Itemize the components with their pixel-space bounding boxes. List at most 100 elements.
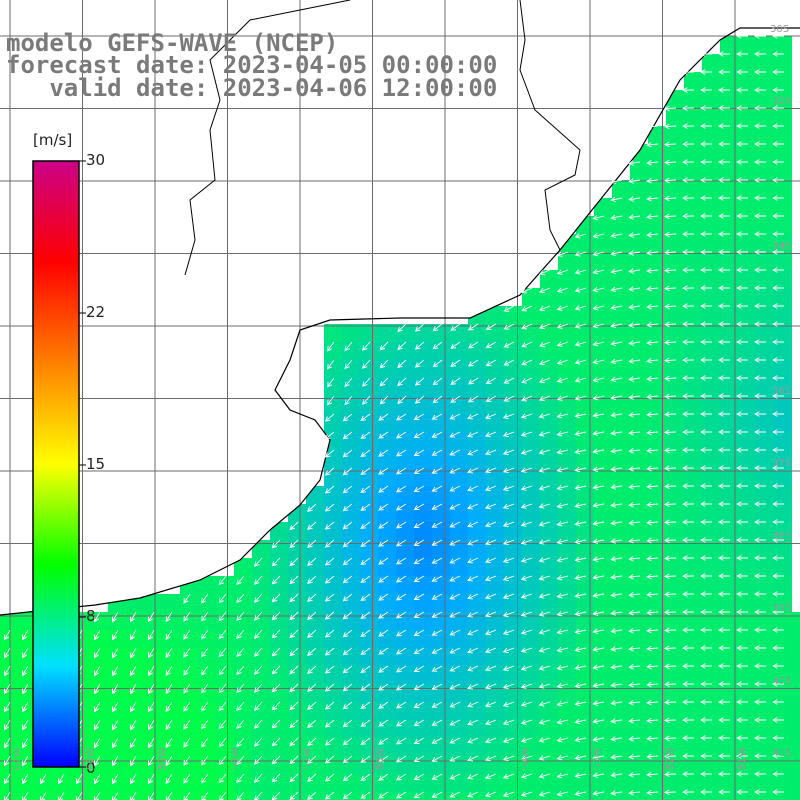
wind-cell xyxy=(756,342,774,360)
wind-cell xyxy=(0,702,18,720)
wind-arrow xyxy=(682,159,695,165)
wind-cell xyxy=(342,360,360,378)
wind-arrow xyxy=(378,431,389,439)
wind-arrow xyxy=(502,665,515,671)
wind-arrow xyxy=(736,555,748,561)
land-area xyxy=(0,0,800,615)
wind-arrow xyxy=(610,340,623,347)
wind-cell xyxy=(756,54,774,72)
wind-cell xyxy=(540,450,558,468)
wind-cell xyxy=(324,684,342,702)
wind-arrow xyxy=(520,665,533,671)
wind-cell xyxy=(468,666,486,684)
wind-cell xyxy=(144,648,162,666)
wind-arrow xyxy=(772,267,784,273)
wind-arrow xyxy=(520,701,533,707)
wind-arrow xyxy=(413,791,425,798)
wind-cell xyxy=(684,774,702,792)
wind-arrow xyxy=(395,737,407,745)
wind-cell xyxy=(684,180,702,198)
wind-arrow xyxy=(736,681,748,687)
wind-arrow xyxy=(289,683,299,693)
wind-cell xyxy=(558,594,576,612)
wind-cell xyxy=(720,450,738,468)
wind-cell xyxy=(612,288,630,306)
wind-arrow xyxy=(718,213,730,219)
wind-cell xyxy=(756,234,774,252)
wind-arrow xyxy=(289,773,299,783)
wind-cell xyxy=(468,414,486,432)
wind-arrow xyxy=(112,701,119,713)
wind-arrow xyxy=(431,791,443,798)
wind-arrow xyxy=(718,609,730,615)
wind-arrow xyxy=(646,123,659,130)
wind-arrow xyxy=(592,646,605,652)
wind-cell xyxy=(468,360,486,378)
wind-arrow xyxy=(736,663,748,669)
wind-arrow xyxy=(431,737,443,744)
wind-arrow xyxy=(772,465,784,471)
wind-arrow xyxy=(718,69,730,75)
wind-arrow xyxy=(431,467,443,474)
wind-arrow xyxy=(502,593,515,599)
wind-arrow xyxy=(610,592,623,598)
wind-cell xyxy=(324,630,342,648)
wind-cell xyxy=(522,774,540,792)
wind-arrow xyxy=(200,773,209,784)
wind-arrow xyxy=(520,485,533,491)
wind-arrow xyxy=(449,575,461,582)
wind-cell xyxy=(468,396,486,414)
wind-arrow xyxy=(484,791,497,798)
wind-arrow xyxy=(574,790,587,797)
wind-arrow xyxy=(520,737,533,743)
wind-arrow xyxy=(326,359,335,370)
wind-cell xyxy=(630,378,648,396)
wind-arrow xyxy=(521,341,533,348)
wind-arrow xyxy=(520,683,533,689)
wind-cell xyxy=(540,738,558,756)
wind-cell xyxy=(738,630,756,648)
wind-arrow xyxy=(4,665,11,677)
wind-cell xyxy=(270,576,288,594)
wind-arrow xyxy=(628,322,641,328)
wind-arrow xyxy=(253,773,263,783)
wind-cell xyxy=(342,324,360,342)
wind-cell xyxy=(252,684,270,702)
wind-cell xyxy=(702,756,720,774)
wind-arrow xyxy=(344,341,353,352)
wind-arrow xyxy=(395,665,407,673)
wind-arrow xyxy=(772,591,784,597)
wind-cell xyxy=(108,774,126,792)
wind-arrow xyxy=(610,376,623,383)
wind-arrow xyxy=(556,484,569,491)
wind-cell xyxy=(648,216,666,234)
wind-arrow xyxy=(484,449,497,456)
wind-cell xyxy=(702,378,720,396)
wind-cell xyxy=(252,792,270,800)
coastline xyxy=(0,27,800,616)
wind-arrow xyxy=(664,141,677,148)
wind-arrow xyxy=(200,611,209,622)
wind-arrow xyxy=(165,683,173,695)
wind-cell xyxy=(126,702,144,720)
wind-arrow xyxy=(646,573,659,580)
wind-cell xyxy=(594,468,612,486)
wind-arrow xyxy=(538,647,551,653)
wind-arrow xyxy=(754,321,766,327)
wind-cell xyxy=(234,684,252,702)
wind-cell xyxy=(558,576,576,594)
wind-arrow xyxy=(520,539,533,545)
wind-arrow xyxy=(450,323,461,331)
wind-cell xyxy=(594,324,612,342)
wind-cell xyxy=(486,396,504,414)
wind-cell xyxy=(126,648,144,666)
wind-arrow xyxy=(502,539,515,545)
wind-cell xyxy=(288,522,306,540)
wind-cell xyxy=(288,540,306,558)
wind-arrow xyxy=(754,591,766,597)
wind-arrow xyxy=(147,719,155,731)
wind-cell xyxy=(684,108,702,126)
wind-cell xyxy=(360,378,378,396)
wind-cell xyxy=(756,486,774,504)
wind-cell xyxy=(414,630,432,648)
